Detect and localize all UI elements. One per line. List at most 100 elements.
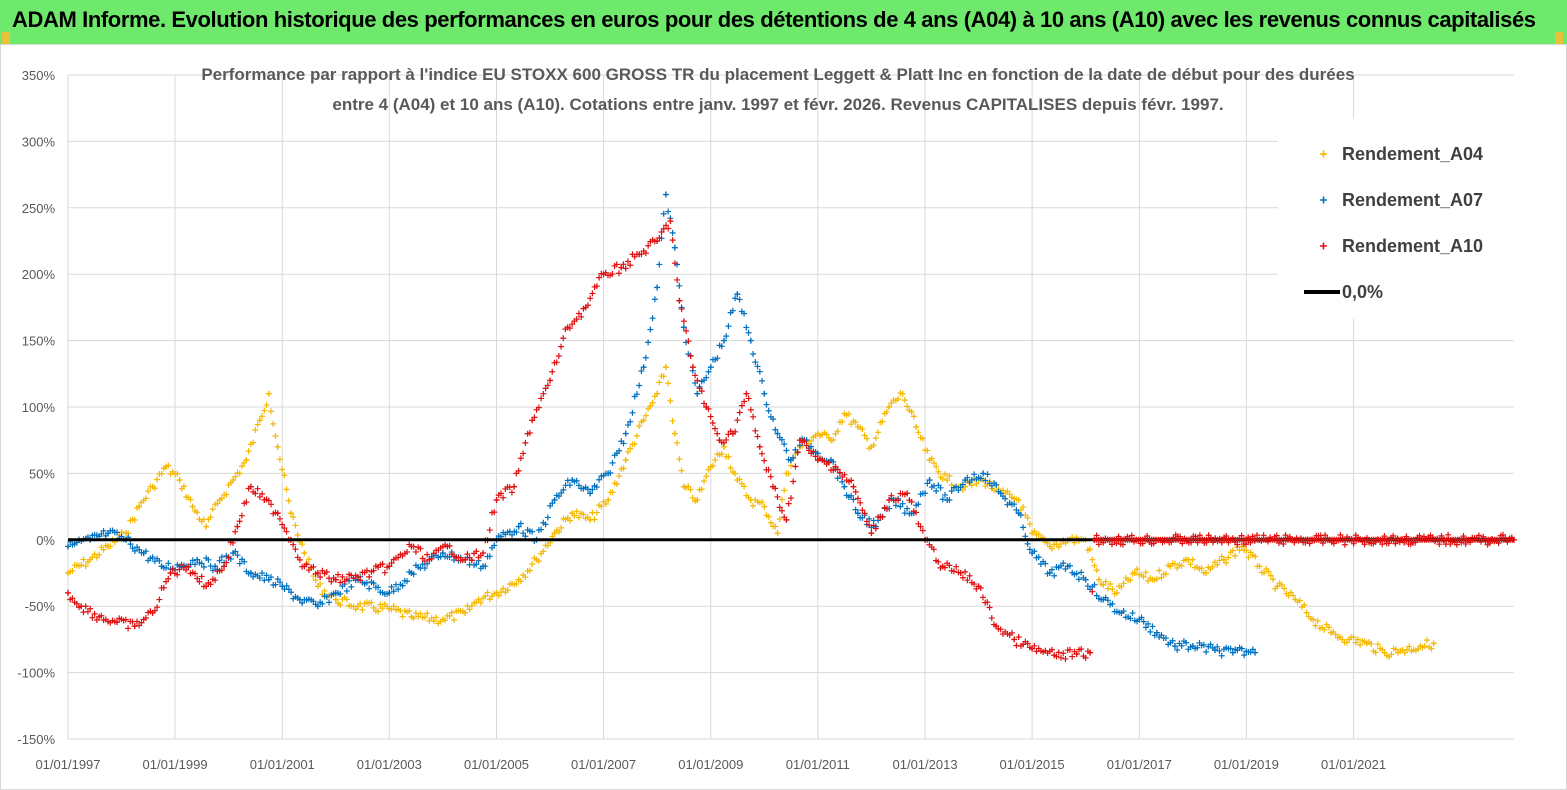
data-point (964, 474, 971, 481)
data-point (1153, 575, 1160, 582)
data-point (1232, 552, 1239, 559)
data-point (410, 543, 417, 550)
data-point (245, 448, 252, 455)
data-point (151, 485, 158, 492)
data-point (542, 385, 549, 392)
data-point (783, 447, 790, 454)
data-point (734, 291, 741, 298)
data-point (544, 382, 551, 389)
data-point (709, 419, 716, 426)
data-point (993, 481, 1000, 488)
data-point (1048, 566, 1055, 573)
data-point (812, 453, 819, 460)
data-point (745, 395, 752, 402)
data-point (1015, 496, 1022, 503)
data-point (1102, 578, 1109, 585)
data-point (765, 407, 772, 414)
data-point (1406, 643, 1413, 650)
data-point (845, 410, 852, 417)
data-point (375, 608, 382, 615)
data-point (343, 596, 350, 603)
data-point (1301, 601, 1308, 608)
data-point (727, 464, 734, 471)
data-point (776, 516, 783, 523)
data-point (732, 428, 739, 435)
data-point (310, 598, 317, 605)
data-point (303, 561, 310, 568)
data-point (1075, 576, 1082, 583)
data-point (560, 486, 567, 493)
data-point (504, 587, 511, 594)
data-point (609, 270, 616, 277)
data-point (348, 583, 355, 590)
data-point (261, 407, 268, 414)
data-point (823, 431, 830, 438)
data-point (968, 477, 975, 484)
data-point (89, 614, 96, 621)
data-point (484, 589, 491, 596)
data-point (207, 581, 214, 588)
data-point (930, 460, 937, 467)
data-point (977, 585, 984, 592)
data-point (540, 390, 547, 397)
data-point (560, 335, 567, 342)
data-point (169, 566, 176, 573)
data-point (709, 462, 716, 469)
data-point (412, 548, 419, 555)
data-point (91, 610, 98, 617)
data-point (830, 436, 837, 443)
data-point (759, 377, 766, 384)
data-point (343, 576, 350, 583)
data-point (538, 395, 545, 402)
data-point (256, 493, 263, 500)
data-point (654, 238, 661, 244)
data-point (613, 261, 620, 268)
data-point (491, 509, 498, 516)
data-point (624, 448, 631, 455)
data-point (1269, 576, 1276, 583)
data-point (834, 475, 841, 482)
data-point (301, 550, 308, 557)
report-title: ADAM Informe. Evolution historique des p… (12, 7, 1536, 32)
data-point (69, 567, 76, 574)
data-point (1200, 641, 1207, 648)
data-point (680, 318, 687, 325)
data-point (765, 466, 772, 473)
data-point (857, 499, 864, 506)
data-point (834, 428, 841, 435)
data-point (272, 581, 279, 588)
data-point (830, 467, 837, 474)
data-point (1216, 647, 1223, 654)
data-point (654, 284, 661, 291)
data-point (1379, 646, 1386, 653)
data-point (705, 405, 712, 412)
data-point (547, 377, 554, 384)
data-point (509, 531, 516, 538)
data-point (761, 457, 768, 464)
data-point (933, 488, 940, 495)
data-point (808, 443, 815, 450)
data-point (404, 578, 411, 585)
data-point (1211, 647, 1218, 654)
data-point (252, 426, 259, 433)
data-point (283, 486, 290, 493)
data-point (1227, 645, 1234, 652)
data-point (712, 425, 719, 432)
data-point (1218, 553, 1225, 560)
data-point (500, 494, 507, 501)
data-point (508, 489, 515, 496)
data-point (841, 471, 848, 478)
data-point (913, 423, 920, 430)
data-point (549, 368, 556, 375)
data-point (386, 563, 393, 570)
y-axis-ticks: 350% 300% 250% 200% 150% 100% 50% 0% -50% -100% -1… (17, 68, 55, 747)
data-point (1171, 560, 1178, 567)
data-point (852, 419, 859, 426)
report-banner: ADAM Informe. Evolution historique des p… (0, 0, 1567, 45)
data-point (1024, 640, 1031, 647)
data-point (191, 570, 198, 577)
data-point (517, 520, 524, 527)
data-point (991, 487, 998, 494)
data-point (948, 488, 955, 495)
y-tick-label: -150% (17, 732, 55, 747)
